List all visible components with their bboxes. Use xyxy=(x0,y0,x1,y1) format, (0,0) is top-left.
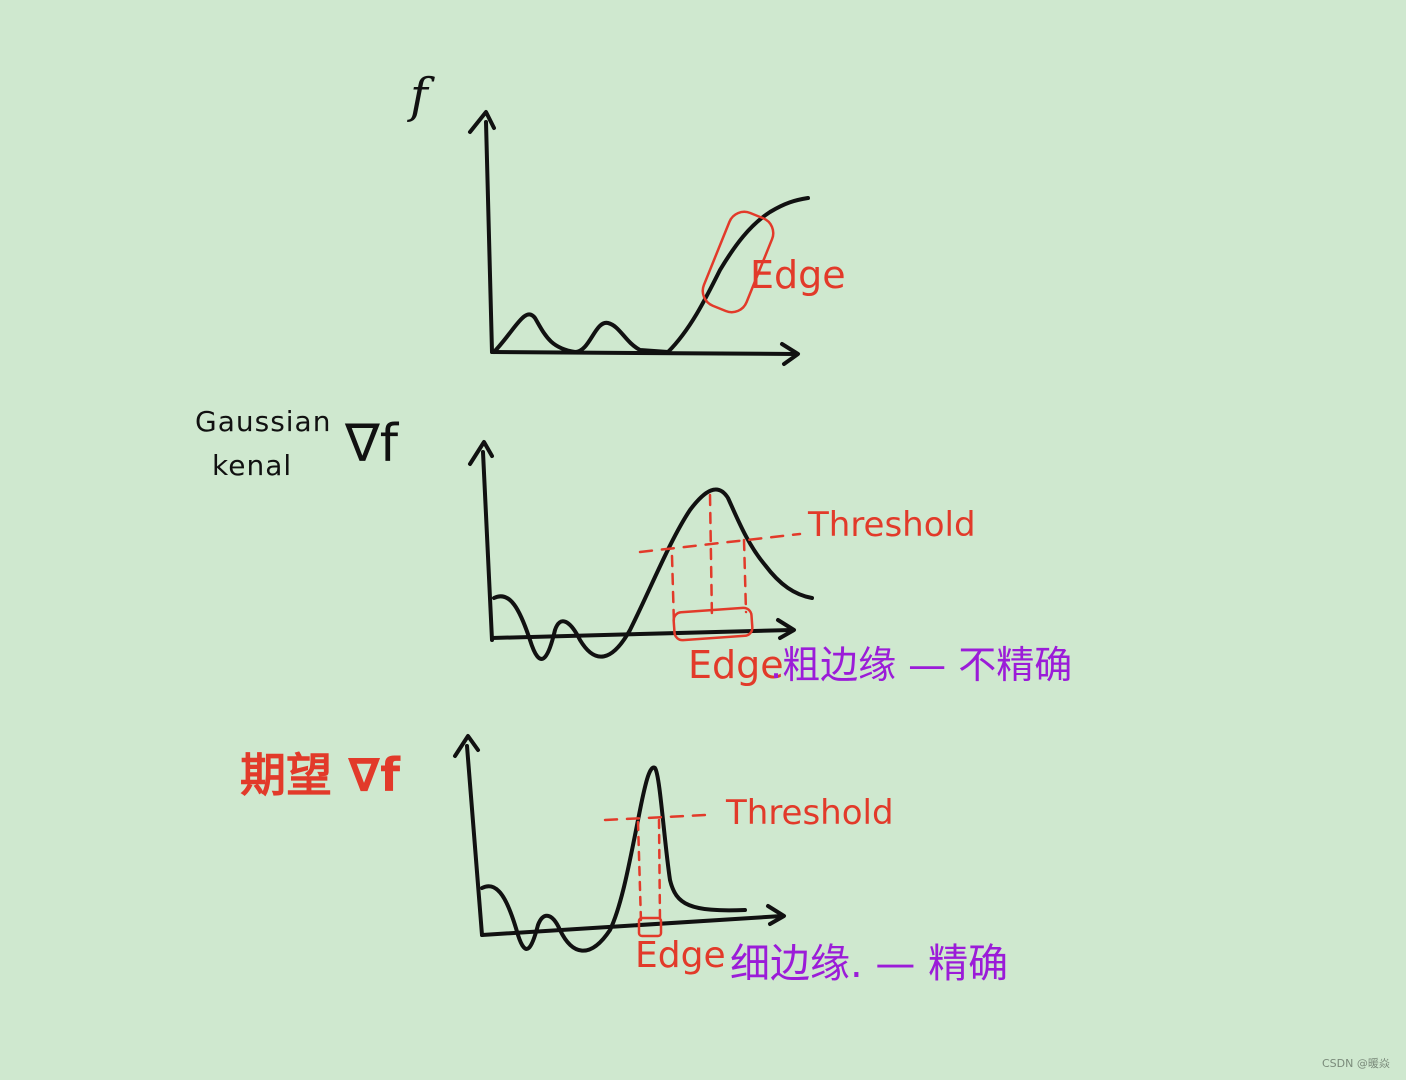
threshold-label-middle: Threshold xyxy=(808,505,976,545)
edge-label-middle: Edge xyxy=(688,643,784,687)
edge-label-top: Edge xyxy=(750,253,846,297)
plot3-edge-range-box xyxy=(637,916,663,938)
plot1-curve-f xyxy=(492,196,810,354)
threshold-label-bottom: Threshold xyxy=(726,793,894,833)
plot3-y-axis xyxy=(465,744,484,937)
plot1-x-arrow xyxy=(780,342,800,366)
plot3-y-arrow xyxy=(453,734,480,758)
plot2-y-arrow xyxy=(468,440,494,466)
plot3-edge-right-guide xyxy=(657,818,662,924)
plot2-edge-left-guide xyxy=(670,554,676,627)
plot1-y-axis xyxy=(484,120,494,354)
plot1-edge-highlight xyxy=(701,210,775,314)
plot1-y-arrow xyxy=(468,110,496,134)
kenal-label: kenal xyxy=(212,449,293,482)
plot3-curve-expected xyxy=(480,765,747,953)
plot1-x-axis xyxy=(490,350,798,356)
plot2-edge-right-guide xyxy=(742,538,748,614)
plot3-threshold-line xyxy=(603,813,708,822)
plot2-edge-range-box xyxy=(672,606,754,642)
expected-grad-f-label: 期望 ∇f xyxy=(240,748,401,802)
plot2-x-arrow xyxy=(776,618,796,640)
gaussian-label: Gaussian xyxy=(195,405,332,438)
plot2-y-axis xyxy=(481,450,494,642)
fine-edge-note: 细边缘. — 精确 xyxy=(730,941,1009,987)
coarse-edge-note: .粗边缘 — 不精确 xyxy=(770,643,1073,687)
edge-label-bottom: Edge xyxy=(635,935,726,976)
grad-f-label: ∇f xyxy=(345,414,399,474)
plot2-threshold-line xyxy=(638,532,802,554)
plot2-curve-grad xyxy=(492,487,814,661)
plot3-x-axis xyxy=(480,914,784,937)
plot2-x-axis xyxy=(490,628,794,640)
plot3-x-arrow xyxy=(766,904,786,926)
f-axis-label: f xyxy=(410,68,428,124)
watermark: CSDN @暖焱 xyxy=(1322,1057,1390,1070)
plot3-edge-left-guide xyxy=(636,820,643,924)
plot2-peak-guide xyxy=(708,493,714,622)
